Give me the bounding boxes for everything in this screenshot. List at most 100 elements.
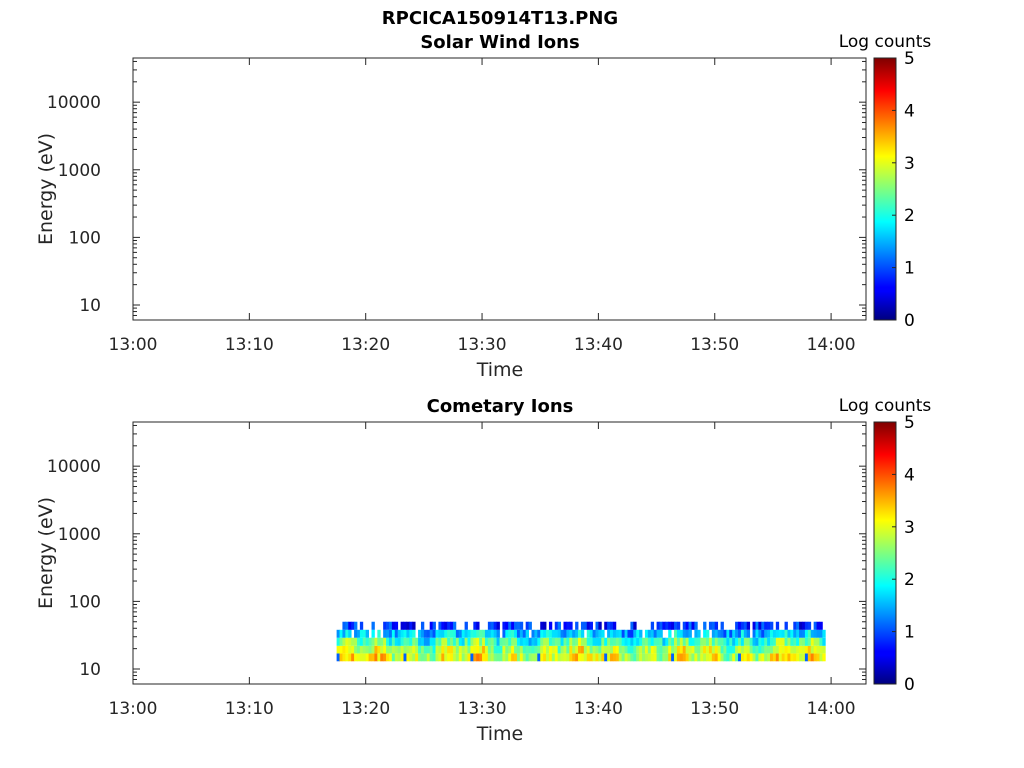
heatmap-cell [607, 653, 611, 662]
heatmap-cell [694, 629, 698, 638]
heatmap-cell [409, 637, 413, 646]
heatmap-cell [685, 645, 689, 654]
heatmap-cell [807, 637, 812, 646]
heatmap-cell [403, 621, 407, 630]
heatmap-cell [668, 645, 672, 654]
heatmap-cell [612, 637, 617, 646]
heatmap-cell [409, 653, 413, 662]
heatmap-cell [505, 653, 509, 662]
heatmap-cell [371, 629, 375, 638]
heatmap-cell [452, 645, 457, 654]
heatmap-cell [633, 653, 637, 662]
heatmap-cell [586, 637, 591, 646]
heatmap-cell [543, 629, 547, 638]
heatmap-cell [662, 653, 666, 662]
heatmap-cell [435, 629, 439, 638]
heatmap-cell [423, 637, 428, 646]
heatmap-cell [418, 629, 422, 638]
heatmap-cell [461, 645, 465, 654]
heatmap-cell [377, 637, 381, 646]
heatmap-cell [482, 645, 486, 654]
heatmap-cell [441, 629, 445, 638]
heatmap-cell [514, 621, 518, 630]
heatmap-cell [644, 653, 649, 662]
heatmap-cell [703, 621, 707, 630]
y-axis-label: Energy (eV) [35, 133, 57, 245]
heatmap-cell [525, 653, 529, 662]
heatmap-cell [470, 637, 474, 646]
heatmap-cell [546, 637, 550, 646]
heatmap-cell [604, 637, 608, 646]
heatmap-cell [418, 645, 422, 654]
heatmap-cell [583, 621, 588, 630]
heatmap-cell [348, 645, 352, 654]
heatmap-cell [537, 629, 541, 638]
heatmap-cell [618, 645, 623, 654]
heatmap-cell [679, 629, 684, 638]
heatmap-cell [342, 637, 346, 646]
heatmap-cell [560, 653, 564, 662]
heatmap-cell [572, 637, 576, 646]
heatmap-cell [816, 645, 820, 654]
heatmap-cell [799, 621, 803, 630]
heatmap-cell [412, 637, 416, 646]
heatmap-cell [784, 629, 788, 638]
heatmap-cell [816, 629, 820, 638]
heatmap-cell [487, 637, 492, 646]
colorbar-label: Log counts [839, 32, 932, 52]
heatmap-cell [595, 629, 599, 638]
heatmap-cell [735, 653, 739, 662]
x-tick-label: 13:10 [225, 699, 274, 719]
heatmap-cell [671, 621, 675, 630]
heatmap-cell [525, 629, 529, 638]
heatmap-cell [612, 645, 617, 654]
heatmap-cell [807, 653, 812, 662]
heatmap-cell [525, 621, 529, 630]
heatmap-cell [540, 629, 544, 638]
heatmap-cell [406, 653, 410, 662]
heatmap-cell [543, 653, 547, 662]
heatmap-cell [496, 653, 500, 662]
heatmap-cell [813, 629, 817, 638]
heatmap-cell [563, 637, 567, 646]
heatmap-cell [528, 637, 532, 646]
heatmap-cell [479, 653, 483, 662]
heatmap-cell [429, 645, 433, 654]
heatmap-cell [359, 629, 364, 638]
heatmap-cell [735, 629, 739, 638]
heatmap-cell [819, 637, 823, 646]
heatmap-cell [479, 645, 483, 654]
heatmap-cell [598, 645, 602, 654]
heatmap-cell [642, 637, 646, 646]
heatmap-cell [380, 637, 384, 646]
heatmap-cell [804, 629, 809, 638]
colorbar-tick-label: 2 [904, 570, 915, 590]
heatmap-cell [444, 653, 448, 662]
heatmap-cell [749, 645, 753, 654]
heatmap-cell [589, 645, 593, 654]
heatmap-cell [621, 653, 625, 662]
heatmap-cell [822, 653, 826, 662]
heatmap-cell [540, 653, 544, 662]
heatmap-cell [714, 621, 719, 630]
heatmap-cell [455, 637, 460, 646]
heatmap-cell [781, 653, 785, 662]
heatmap-cell [351, 653, 355, 662]
heatmap-cell [403, 645, 407, 654]
heatmap-cell [409, 621, 413, 630]
heatmap-cell [540, 637, 544, 646]
heatmap-cell [682, 629, 687, 638]
heatmap-cell [598, 629, 602, 638]
heatmap-cell [493, 645, 497, 654]
heatmap-cell [528, 645, 532, 654]
heatmap-cell [514, 629, 518, 638]
heatmap-cell [743, 621, 748, 630]
heatmap-cell [435, 653, 439, 662]
heatmap-cell [493, 653, 497, 662]
heatmap-cell [636, 637, 640, 646]
heatmap-cell [575, 629, 579, 638]
heatmap-cell [601, 645, 605, 654]
heatmap-cell [342, 645, 346, 654]
heatmap-cell [479, 637, 483, 646]
